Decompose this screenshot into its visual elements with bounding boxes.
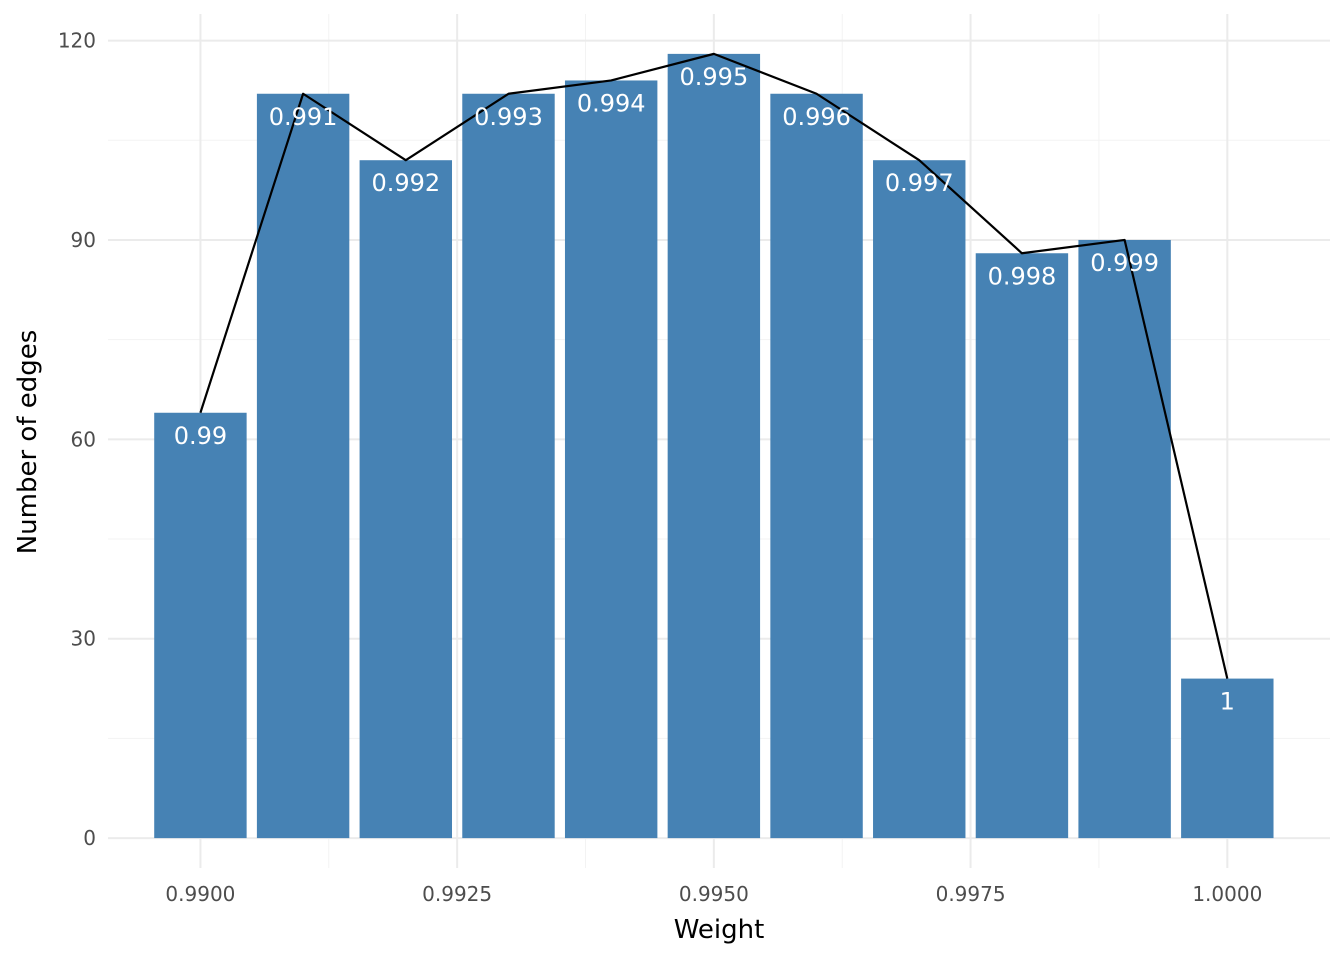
bar-value-label: 0.997 [885, 169, 954, 197]
bar-value-label: 0.99 [174, 422, 227, 450]
x-axis-ticks: 0.9900 0.9925 0.9950 0.9975 1.0000 [165, 882, 1262, 906]
bar [564, 80, 658, 839]
bar-value-label: 0.995 [680, 63, 749, 91]
bar [975, 253, 1069, 839]
bar-value-label: 0.996 [782, 103, 851, 131]
bar-labels: 0.99 0.991 0.992 0.993 0.994 0.995 0.996 0.997 0… [174, 63, 1235, 716]
y-tick-label: 120 [58, 29, 96, 53]
x-tick-label: 0.9900 [165, 882, 235, 906]
bars [154, 53, 1274, 839]
bar [873, 160, 966, 839]
bar [256, 93, 350, 839]
bar-value-label: 0.992 [371, 169, 440, 197]
y-axis-title: Number of edges [13, 330, 43, 555]
y-tick-label: 30 [71, 627, 96, 651]
x-tick-label: 1.0000 [1192, 882, 1262, 906]
bar-value-label: 0.993 [474, 103, 543, 131]
x-tick-label: 0.9925 [422, 882, 492, 906]
x-tick-label: 0.9950 [679, 882, 749, 906]
bar [770, 93, 863, 839]
bar [462, 93, 555, 839]
bar [1078, 239, 1171, 839]
y-tick-label: 0 [83, 826, 96, 850]
trend-line [199, 52, 1229, 679]
bar-value-label: 0.999 [1090, 249, 1159, 277]
y-axis-ticks: 0 30 60 90 120 [58, 29, 96, 851]
bar [359, 160, 453, 839]
bar-value-label: 0.998 [988, 262, 1057, 290]
bar [1181, 678, 1274, 839]
bar [154, 412, 247, 839]
bar-value-label: 1 [1220, 688, 1235, 716]
x-axis-title: Weight [674, 915, 765, 945]
bar-value-label: 0.994 [577, 89, 646, 117]
x-tick-label: 0.9975 [936, 882, 1006, 906]
y-tick-label: 60 [71, 427, 96, 451]
trend-polyline [199, 52, 1229, 679]
y-tick-label: 90 [71, 228, 96, 252]
bar [667, 53, 761, 839]
bar-value-label: 0.991 [269, 103, 338, 131]
